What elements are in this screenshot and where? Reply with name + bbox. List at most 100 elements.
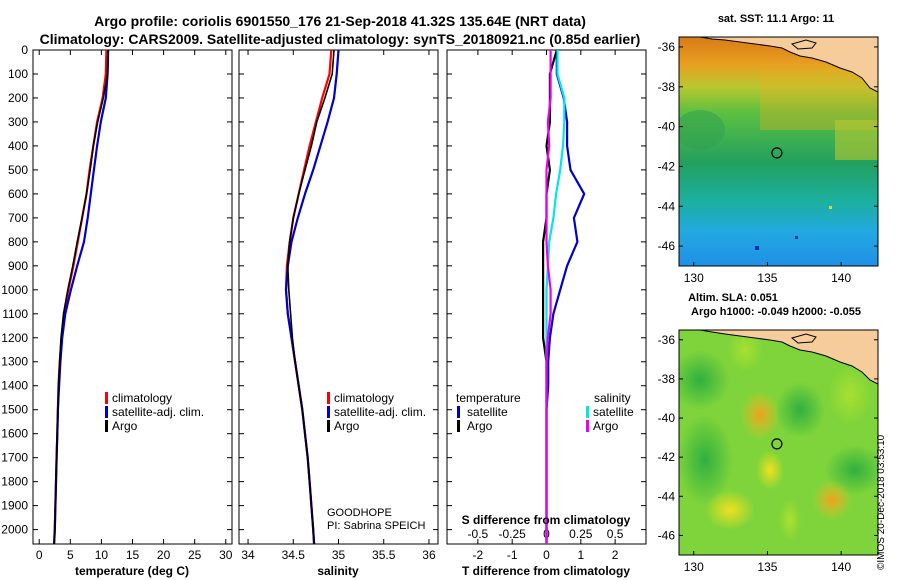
difference-legend: temperature satellite Argo salinity sate…	[456, 391, 634, 433]
imos-timestamp: ©IMOS 20-Dec-2018 03:53:10	[876, 434, 887, 570]
x-tick-label: 25	[188, 548, 202, 562]
lon-tick-label: 135	[757, 560, 777, 574]
sst-map-title: sat. SST: 11.1 Argo: 11	[718, 13, 834, 25]
temperature-panel: 0 5 10 15 20 25 30 temperature (deg C) climato…	[32, 49, 233, 578]
depth-tick-label: 1700	[1, 451, 28, 465]
series-line-s-argo	[545, 50, 552, 544]
depth-tick-label: 500	[8, 163, 28, 177]
lat-tick-label: -40	[658, 411, 676, 425]
series-line-satellite-adj-clim-	[284, 49, 340, 545]
legend-argo-swatch	[327, 420, 330, 432]
legend-t-argo: Argo	[467, 419, 493, 433]
legend-argo: Argo	[334, 419, 360, 433]
sst-map: sat. SST: 11.1 Argo: 11 -36 -38 -40 -42 -44 -…	[658, 13, 879, 285]
lat-tick-label: -38	[658, 80, 676, 94]
lon-tick-label: 135	[757, 271, 777, 285]
x-tick-label: 2	[612, 548, 619, 562]
x-tick-label: 15	[126, 548, 140, 562]
x-tick-label: 34.5	[282, 548, 306, 562]
depth-tick-label: 1300	[1, 355, 28, 369]
lon-tick-label: 140	[831, 271, 851, 285]
depth-tick-label: 1400	[1, 379, 28, 393]
depth-tick-label: 600	[8, 187, 28, 201]
lat-tick-label: -36	[658, 333, 676, 347]
lat-tick-label: -46	[658, 239, 676, 253]
salinity-panel: 34 34.5 35 35.5 36 salinity climatology sate…	[238, 49, 439, 578]
x-tick-label: 34	[241, 548, 255, 562]
depth-tick-label: 0	[21, 43, 28, 57]
sst-map-frame	[678, 36, 879, 267]
salinity-legend: climatology satellite-adj. clim. Argo	[327, 391, 426, 433]
depth-tick-label: 700	[8, 211, 28, 225]
sla-map-frame	[678, 329, 879, 556]
lat-tick-label: -42	[658, 159, 676, 173]
depth-axis: 0 100 200 300 400 500 600 700 800 900 1000 1100 1200…	[1, 43, 28, 537]
depth-tick-label: 2000	[1, 523, 28, 537]
legend-s-satellite: satellite	[593, 405, 634, 419]
legend-s-argo: Argo	[593, 419, 619, 433]
depth-tick-label: 100	[8, 67, 28, 81]
series-line-satellite-adj-clim-	[53, 49, 110, 545]
lat-tick-label: -40	[658, 120, 676, 134]
legend-satellite: satellite-adj. clim.	[334, 405, 426, 419]
x-tick-label: 35	[332, 548, 346, 562]
salinity-xlabel: salinity	[317, 564, 359, 578]
legend-climatology-swatch	[327, 392, 330, 404]
sst-land	[700, 37, 878, 92]
legend-satellite-swatch	[105, 406, 108, 418]
legend-argo-swatch	[105, 420, 108, 432]
x-tick-label: 5	[67, 548, 74, 562]
legend-climatology: climatology	[334, 391, 394, 405]
x-tick-label: -2	[473, 548, 484, 562]
sst-coastline	[699, 37, 878, 93]
lon-tick-label: 140	[831, 560, 851, 574]
difference-xlabel: T difference from climatology	[462, 564, 630, 578]
legend-argo: Argo	[112, 419, 138, 433]
series-line-climatology	[53, 49, 108, 545]
sla-float-marker	[771, 438, 783, 450]
sst-float-marker	[771, 147, 783, 159]
x-tick-label: 20	[157, 548, 171, 562]
lat-tick-label: -38	[658, 372, 676, 386]
kangaroo-island	[790, 39, 817, 50]
x-top-tick-label: 0.25	[569, 527, 593, 541]
x-tick-label: 1	[577, 548, 584, 562]
depth-tick-label: 800	[8, 235, 28, 249]
depth-tick-label: 1100	[2, 307, 28, 321]
legend-satellite: satellite-adj. clim.	[112, 405, 204, 419]
depth-tick-label: 1800	[1, 475, 28, 489]
legend-satellite-swatch	[327, 406, 330, 418]
sla-map-title-2: Argo h1000: -0.049 h2000: -0.055	[691, 306, 861, 318]
salinity-panel-frame	[238, 49, 439, 545]
legend-temperature-title: temperature	[456, 391, 521, 405]
legend-salinity-title: salinity	[594, 391, 631, 405]
lon-tick-label: 130	[684, 271, 704, 285]
title-line-1: Argo profile: coriolis 6901550_176 21-Se…	[94, 13, 586, 29]
x-tick-label: -1	[507, 548, 518, 562]
lat-tick-label: -42	[658, 450, 676, 464]
x-tick-label: 35.5	[372, 548, 396, 562]
x-top-tick-label: -0.5	[468, 527, 489, 541]
legend-s-argo-swatch	[586, 420, 589, 432]
sla-map: Altim. SLA: 0.051 Argo h1000: -0.049 h20…	[658, 292, 879, 574]
x-tick-label: 0	[36, 548, 43, 562]
lat-tick-label: -44	[658, 199, 676, 213]
depth-tick-label: 1900	[1, 499, 28, 513]
title-line-2: Climatology: CARS2009. Satellite-adjuste…	[40, 31, 641, 47]
legend-t-argo-swatch	[457, 420, 460, 432]
x-top-tick-label: -0.25	[499, 527, 527, 541]
legend-climatology-swatch	[105, 392, 108, 404]
depth-tick-label: 200	[8, 91, 28, 105]
sla-land	[700, 330, 878, 384]
legend-climatology: climatology	[112, 391, 172, 405]
temperature-xlabel: temperature (deg C)	[75, 564, 189, 578]
depth-tick-label: 900	[8, 259, 28, 273]
annotation-project: GOODHOPE	[327, 507, 392, 519]
annotation-pi: PI: Sabrina SPEICH	[327, 520, 425, 532]
depth-tick-label: 1200	[1, 331, 28, 345]
temperature-panel-frame	[32, 49, 233, 545]
lat-tick-label: -44	[658, 489, 676, 503]
series-line-t-satellite	[545, 50, 586, 544]
difference-panel: -2 -1 0 1 2-0.5 -0.25 0 0.25 0.5 T difference fr…	[446, 49, 647, 578]
